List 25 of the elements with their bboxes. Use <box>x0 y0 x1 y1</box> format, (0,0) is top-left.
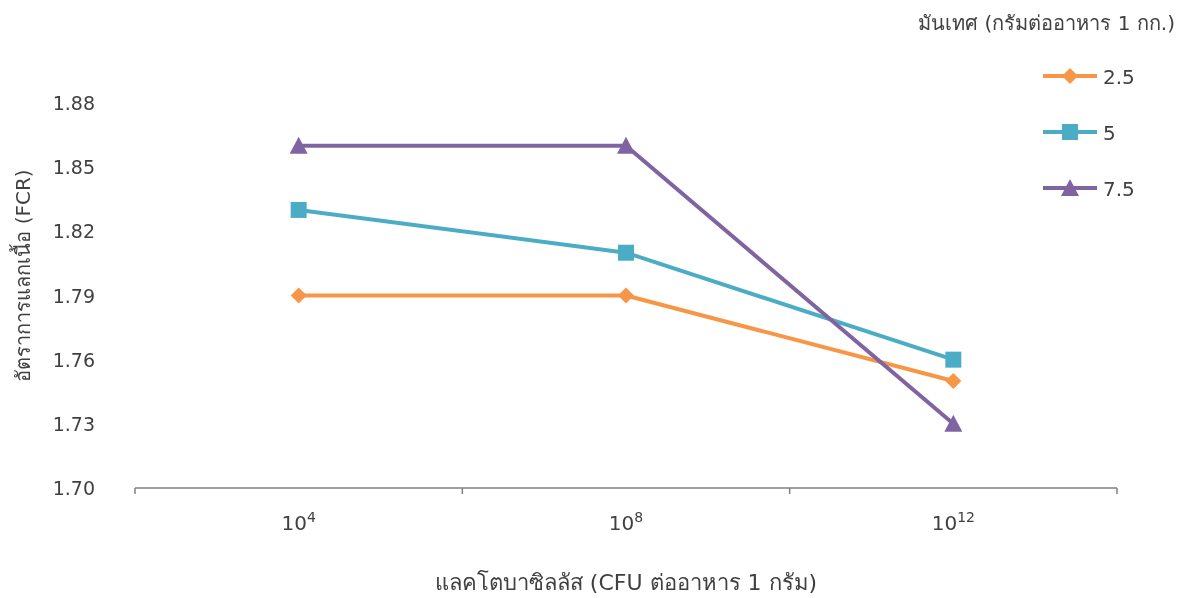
y-tick-label: 1.79 <box>52 284 95 307</box>
x-axis-title: แลคโตบาซิลลัส (CFU ต่ออาหาร 1 กรัม) <box>434 570 818 595</box>
legend-label: 7.5 <box>1103 177 1135 201</box>
legend-label: 5 <box>1103 121 1116 145</box>
x-tick-label: 10$^{12}$ <box>931 509 975 535</box>
point <box>290 201 307 218</box>
point <box>945 351 962 368</box>
y-tick-label: 1.73 <box>52 412 95 435</box>
x-tick-label: 10$^{4}$ <box>281 509 316 535</box>
point <box>617 136 635 154</box>
y-tick-label: 1.82 <box>52 220 95 243</box>
point <box>944 414 963 432</box>
legend-title: มันเทศ (กรัมต่ออาหาร 1 กก.) <box>918 11 1175 35</box>
x-tick-label: 10$^{8}$ <box>608 509 644 535</box>
point <box>618 287 634 304</box>
y-tick-label: 1.88 <box>52 92 95 114</box>
point <box>618 244 634 261</box>
legend-label: 2.5 <box>1103 65 1135 89</box>
y-tick-label: 1.70 <box>52 477 95 499</box>
y-axis-title: อัตราการแลกเนื้อ (FCR) <box>9 169 35 382</box>
y-tick-label: 1.76 <box>52 348 95 371</box>
point <box>289 136 308 154</box>
y-tick-label: 1.85 <box>52 156 95 179</box>
point <box>945 373 962 390</box>
point <box>290 287 307 304</box>
